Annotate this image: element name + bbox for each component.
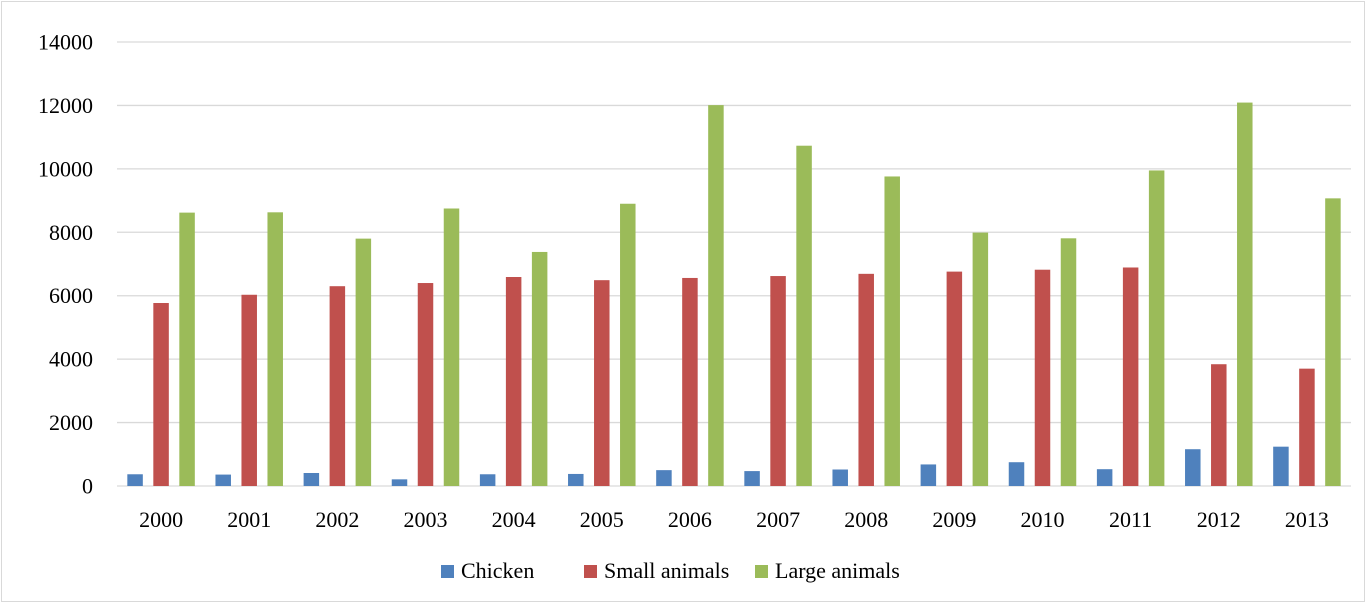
x-tick-label: 2004 — [492, 507, 536, 532]
bar-large-animals-2013 — [1325, 198, 1341, 486]
bar-large-animals-2004 — [531, 251, 548, 486]
bar-large-animals-2003 — [443, 208, 460, 486]
bar-large-animals-2005 — [620, 203, 636, 486]
bar-chicken-2008 — [832, 469, 848, 486]
bar-chicken-2012 — [1185, 449, 1201, 486]
bar-small-animals-2011 — [1122, 267, 1139, 486]
x-tick-label: 2000 — [139, 507, 183, 532]
bar-chicken-2005 — [568, 473, 584, 486]
bar-small-animals-2000 — [153, 303, 169, 486]
bar-large-animals-2002 — [355, 238, 372, 486]
y-axis-ticks: 0 2000 4000 6000 8000 10000 12000 14000 — [38, 30, 93, 499]
bar-small-animals-2002 — [329, 286, 346, 486]
x-tick-label: 2007 — [756, 507, 800, 532]
bar-chicken-2011 — [1096, 469, 1113, 486]
x-tick-label: 2002 — [315, 507, 359, 532]
x-axis-ticks: 2000 2001 2002 2003 2004 2005 2006 2007 2008 2009… — [139, 507, 1329, 532]
bar-chicken-2002 — [303, 472, 320, 486]
x-tick-label: 2003 — [404, 507, 448, 532]
x-tick-label: 2010 — [1021, 507, 1065, 532]
bar-small-animals-2007 — [770, 276, 786, 486]
y-tick-label: 2000 — [49, 410, 93, 435]
bar-large-animals-2009 — [972, 232, 989, 486]
bar-chicken-2009 — [920, 464, 937, 486]
bar-chicken-2004 — [479, 474, 496, 486]
x-tick-label: 2006 — [668, 507, 712, 532]
bar-small-animals-2004 — [505, 277, 522, 486]
x-tick-label: 2009 — [932, 507, 976, 532]
bar-large-animals-2001 — [267, 212, 283, 486]
legend-swatch-small-animals — [584, 565, 597, 578]
bar-chicken-2010 — [1008, 462, 1025, 486]
y-tick-label: 14000 — [38, 30, 93, 55]
y-tick-label: 12000 — [38, 93, 93, 118]
bar-large-animals-2006 — [708, 105, 724, 487]
x-tick-label: 2001 — [227, 507, 271, 532]
bar-small-animals-2013 — [1299, 368, 1315, 486]
bar-chicken-2006 — [656, 470, 672, 486]
legend: Chicken Small animals Large animals — [441, 558, 900, 583]
x-tick-label: 2005 — [580, 507, 624, 532]
gridlines — [117, 41, 1351, 487]
bar-chicken-2000 — [127, 474, 143, 486]
bar-small-animals-2008 — [858, 273, 874, 486]
bars — [127, 102, 1341, 487]
legend-swatch-chicken — [441, 565, 454, 578]
x-tick-label: 2008 — [844, 507, 888, 532]
bar-large-animals-2011 — [1148, 170, 1165, 486]
y-tick-label: 0 — [82, 474, 93, 499]
bar-large-animals-2012 — [1237, 102, 1253, 487]
legend-swatch-large-animals — [755, 565, 768, 578]
x-tick-label: 2012 — [1197, 507, 1241, 532]
legend-label-chicken: Chicken — [461, 558, 534, 583]
x-tick-label: 2013 — [1285, 507, 1329, 532]
bar-small-animals-2009 — [946, 271, 963, 486]
bar-small-animals-2001 — [241, 294, 257, 486]
bar-large-animals-2008 — [884, 176, 900, 486]
bar-chicken-2007 — [744, 471, 760, 486]
bar-large-animals-2000 — [179, 212, 195, 486]
legend-label-large-animals: Large animals — [775, 558, 900, 583]
bar-chicken-2001 — [215, 474, 231, 486]
y-tick-label: 10000 — [38, 156, 93, 181]
y-tick-label: 4000 — [49, 347, 93, 372]
bar-chicken-2003 — [391, 479, 408, 486]
legend-label-small-animals: Small animals — [604, 558, 729, 583]
bar-small-animals-2010 — [1034, 269, 1051, 486]
y-tick-label: 6000 — [49, 283, 93, 308]
bar-large-animals-2007 — [796, 145, 812, 486]
bar-chicken-2013 — [1273, 446, 1289, 486]
bar-small-animals-2006 — [682, 277, 698, 486]
bar-small-animals-2003 — [417, 283, 434, 486]
x-tick-label: 2011 — [1109, 507, 1152, 532]
bar-large-animals-2010 — [1060, 238, 1077, 486]
y-tick-label: 8000 — [49, 220, 93, 245]
bar-small-animals-2012 — [1211, 364, 1227, 486]
bar-small-animals-2005 — [594, 280, 610, 486]
